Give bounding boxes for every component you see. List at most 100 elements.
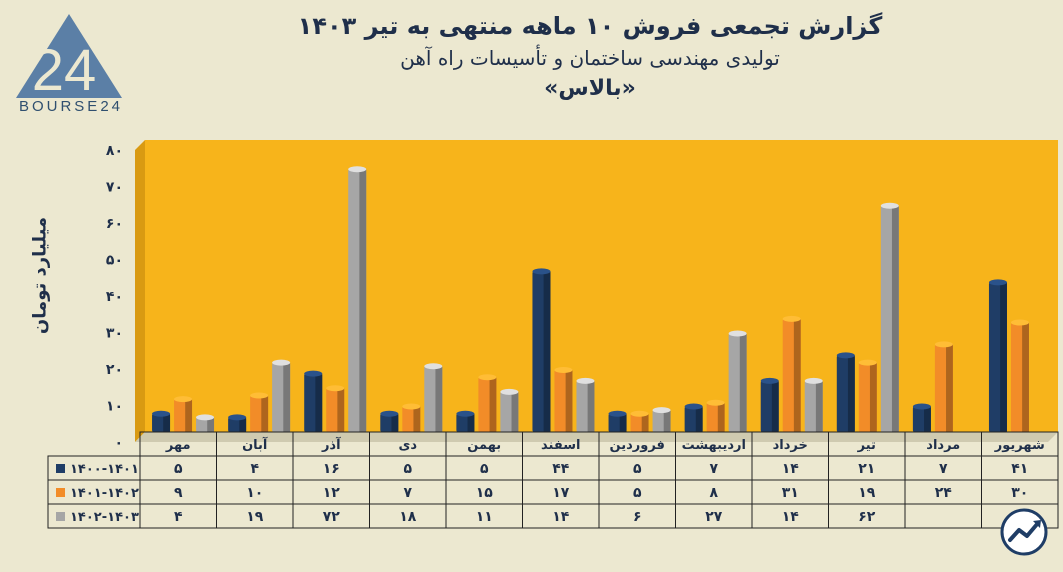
y-tick-label: ۲۰ xyxy=(106,362,123,378)
data-label: ۷۲ xyxy=(323,509,341,525)
data-label: ۵ xyxy=(403,461,412,477)
bar xyxy=(380,410,399,432)
bar-top xyxy=(684,403,703,410)
data-label: ۲۷ xyxy=(705,509,723,525)
bar-top xyxy=(630,410,649,417)
bar xyxy=(532,268,551,432)
bar-shade xyxy=(261,395,269,432)
x-tick-label: بهمن xyxy=(467,438,501,453)
bar-top xyxy=(152,410,171,417)
bar xyxy=(304,370,323,432)
data-label: ۵ xyxy=(633,461,642,477)
bar-shade xyxy=(489,377,497,432)
bar-shade xyxy=(359,169,367,432)
bar-top xyxy=(1010,319,1029,326)
bar-shade xyxy=(815,380,823,432)
bar-top xyxy=(228,414,247,421)
bar xyxy=(196,414,215,432)
data-label: ۱۶ xyxy=(323,461,340,477)
bar-top xyxy=(500,388,519,395)
bar xyxy=(424,363,443,432)
bar-shade xyxy=(946,344,953,432)
legend-swatch xyxy=(56,488,65,497)
bar-top xyxy=(478,374,497,381)
bar-top xyxy=(174,396,193,403)
bar-shade xyxy=(413,406,421,432)
legend-label: ۱۴۰۱-۱۴۰۲ xyxy=(70,486,139,501)
y-tick-label: ۳۰ xyxy=(106,326,123,342)
plot-side-wall xyxy=(135,140,145,442)
legend-swatch xyxy=(56,464,65,473)
trend-arrow-icon xyxy=(1000,508,1048,556)
data-label: ۷ xyxy=(939,461,948,477)
data-label: ۶ xyxy=(633,509,642,525)
data-label: ۴ xyxy=(174,509,183,525)
data-label: ۱۲ xyxy=(323,485,341,501)
bar-top xyxy=(706,399,725,406)
bar-top xyxy=(380,410,399,417)
bar xyxy=(652,407,671,432)
bar xyxy=(152,410,171,432)
bar-shade xyxy=(771,380,779,432)
bar-shade xyxy=(663,410,671,432)
x-tick-label: اسفند xyxy=(541,438,580,453)
bar-shade xyxy=(511,391,519,432)
data-label: ۲۱ xyxy=(858,461,875,477)
bar xyxy=(348,166,367,432)
bar-shade xyxy=(163,413,171,432)
bar-shade xyxy=(1022,322,1029,432)
data-label: ۵ xyxy=(633,485,642,501)
bar xyxy=(456,410,475,432)
bar xyxy=(272,359,291,432)
data-label: ۱۹ xyxy=(858,485,876,501)
x-tick-label: آذر xyxy=(321,436,341,453)
data-label: ۱۴ xyxy=(782,509,800,525)
legend-label: ۱۴۰۰-۱۴۰۱ xyxy=(70,462,139,477)
data-label: ۱۷ xyxy=(552,485,570,501)
data-label: ۱۸ xyxy=(399,509,417,525)
bar xyxy=(782,315,801,432)
company-name: تولیدی مهندسی ساختمان و تأسیسات راه آهن xyxy=(400,46,780,70)
data-label: ۹ xyxy=(174,485,183,501)
svg-text:24: 24 xyxy=(32,38,97,103)
bar xyxy=(554,366,573,432)
bar-top xyxy=(196,414,215,421)
y-tick-label: ۷۰ xyxy=(106,180,123,196)
bar-shade xyxy=(924,406,931,432)
bar xyxy=(912,403,931,432)
y-tick-label: ۴۰ xyxy=(106,289,123,305)
data-label: ۵ xyxy=(480,461,489,477)
data-label: ۴۴ xyxy=(552,461,570,477)
bar xyxy=(1010,319,1029,432)
bar-shade xyxy=(1000,282,1007,432)
logo-text: BOURSE24 xyxy=(18,98,124,115)
bar xyxy=(250,392,269,432)
bar-top xyxy=(326,385,345,392)
bar-top xyxy=(836,352,855,359)
bar-top xyxy=(880,202,899,209)
bar xyxy=(988,279,1007,432)
bar-shade xyxy=(641,413,649,432)
y-tick-label: ۰ xyxy=(114,435,123,451)
data-label: ۵ xyxy=(174,461,183,477)
bar-shade xyxy=(695,406,703,432)
bar xyxy=(576,377,595,432)
bar-shade xyxy=(869,362,877,432)
chart-title: گزارش تجمعی فروش ۱۰ ماهه منتهی به تیر ۱۴… xyxy=(297,12,883,40)
data-label: ۳۱ xyxy=(782,485,799,501)
bar-top xyxy=(348,166,367,173)
y-tick-label: ۱۰ xyxy=(106,399,123,415)
bar-top xyxy=(456,410,475,417)
bar-top xyxy=(782,315,801,322)
data-label: ۱۰ xyxy=(246,485,263,501)
bar-top xyxy=(608,410,627,417)
bar-top xyxy=(250,392,269,399)
bar-top xyxy=(272,359,291,366)
legend-label: ۱۴۰۲-۱۴۰۳ xyxy=(70,510,139,525)
data-label: ۷ xyxy=(709,461,718,477)
x-tick-label: مهر xyxy=(165,438,191,453)
data-label: ۱۴ xyxy=(782,461,800,477)
bar xyxy=(684,403,703,432)
x-tick-label: مرداد xyxy=(926,438,960,453)
